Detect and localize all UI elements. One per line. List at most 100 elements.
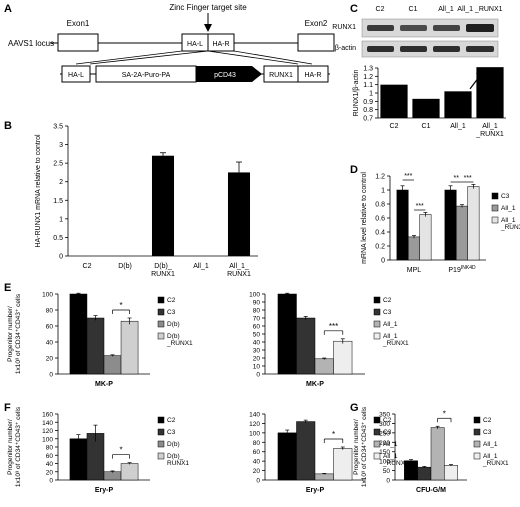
e-right-chart-y-tick-label: 70 [253, 316, 261, 323]
d-chart-sig-label: *** [416, 203, 424, 210]
blot-lane-c2: C2 [376, 6, 385, 13]
f-right-chart-legend-label: C2 [383, 417, 392, 424]
panel-label-g: G [350, 402, 359, 414]
e-left-chart-legend-swatch [157, 332, 165, 340]
e-right-chart-legend-swatch [373, 296, 381, 304]
exon2-box [297, 33, 335, 52]
aavs1-locus-label: AAVS1 locus [8, 39, 54, 48]
c-chart-y-tick-label: 0.8 [363, 107, 373, 114]
d-chart-bar [419, 214, 432, 261]
d-chart-x-label: MPL [407, 267, 422, 274]
f-left-chart-y-tick-label: 80 [46, 445, 54, 452]
hom-line-1 [75, 50, 183, 65]
e-left-chart-legend-label: C3 [167, 309, 176, 316]
f-left-chart-y-tick-label: 160 [42, 412, 53, 419]
e-left-chart-bar [86, 317, 105, 375]
e-left-chart-bar [69, 293, 88, 375]
panel-c-blot: C C2 C1 All_1 All_1 _RUNX1 RUNX1 β-actin [332, 3, 503, 58]
e-left-chart-y-tick-label: 100 [42, 292, 53, 299]
e-left-chart-legend-label: D(b) [167, 333, 180, 340]
g-chart-legend-swatch [473, 428, 481, 436]
f-right-chart-legend-label: All_1 [383, 441, 398, 448]
e-left-chart-legend-label: C2 [167, 297, 176, 304]
blot-runx1-strip [361, 18, 499, 38]
f-left-chart-y-label-line2: 1x10³ of CD34⁺CD43⁺ cells [15, 406, 22, 487]
f-left-chart-legend-label: C2 [167, 417, 176, 424]
g-chart-y-tick-label: 250 [379, 430, 390, 437]
d-chart-y-tick-label: 0.8 [375, 202, 385, 209]
d-chart-bar [396, 189, 409, 261]
d-chart-legend-label: _RUNX1 [500, 224, 520, 231]
c-chart-y-tick-label: 1 [369, 91, 373, 98]
b-chart-x-label: D(b) [118, 263, 132, 270]
c-chart-y-tick-label: 0.9 [363, 99, 373, 106]
b-chart-y-label: HA-RUNX1 mRNA relative to control [35, 134, 42, 248]
har-box [207, 33, 235, 52]
d-chart-sig-label: *** [464, 175, 472, 182]
c-chart-y-tick-label: 1.3 [363, 66, 373, 73]
e-right-chart-y-tick-label: 30 [253, 348, 261, 355]
d-chart-y-tick-label: 1 [381, 188, 385, 195]
f-right-chart-legend-swatch [373, 452, 381, 460]
e-right-chart-y-tick-label: 50 [253, 332, 261, 339]
d-chart-legend-label: All_1 [501, 205, 516, 212]
hom-line-4 [233, 50, 313, 65]
g-chart-bar [444, 465, 458, 481]
f-right-chart-legend-swatch [373, 428, 381, 436]
e-left-chart-x-label: MK-P [95, 381, 113, 388]
g-chart-legend-label: All_1 [483, 453, 498, 460]
g-chart-legend-swatch [473, 416, 481, 424]
f-right-chart-sig-label: * [332, 430, 335, 439]
f-left-chart-y-tick-label: 0 [49, 478, 53, 485]
f-right-chart-x-label: Ery-P [306, 487, 325, 494]
zf-target-label: Zinc Finger target site [169, 3, 247, 12]
panel-label-b: B [4, 120, 12, 132]
d-chart-y-label: mRNA level relative to control [361, 172, 368, 264]
cassette-pcd43-label: pCD43 [214, 72, 236, 79]
blot-actin-band-2 [400, 46, 427, 52]
e-left-chart-y-tick-label: 40 [46, 340, 54, 347]
b-chart-x-label: RUNX1 [227, 271, 251, 278]
f-right-chart-legend-label: C3 [383, 429, 392, 436]
exon1-box [57, 33, 99, 52]
c-chart-bar [412, 98, 440, 118]
e-right-chart-legend-swatch [373, 308, 381, 316]
e-left-chart-legend-label: _RUNX1 [166, 340, 193, 347]
g-chart-legend-swatch [473, 452, 481, 460]
f-left-chart-legend-swatch [157, 452, 165, 460]
c-chart-bar [380, 84, 408, 118]
g-chart-legend-swatch [473, 440, 481, 448]
e-right-chart-legend-label: _RUNX1 [382, 340, 409, 347]
f-right-chart-bar [277, 432, 297, 481]
g-chart-bar [404, 460, 418, 481]
g-chart-legend-label: _RUNX1 [482, 460, 509, 467]
e-right-chart-y-tick-label: 100 [249, 292, 260, 299]
blot-lane-all1: All_1 [438, 6, 454, 13]
hom-line-2 [89, 50, 209, 65]
d-chart-y-tick-label: 0.2 [375, 244, 385, 251]
f-right-chart-bar [333, 448, 353, 481]
cassette-hal-label: HA-L [68, 72, 84, 79]
g-chart-x-label: CFU-G/M [416, 487, 446, 494]
f-right-chart-y-tick-label: 100 [249, 430, 260, 437]
g-chart-y-tick-label: 100 [379, 459, 390, 466]
g-chart-legend-label: C3 [483, 429, 492, 436]
exon2-label: Exon2 [305, 19, 328, 28]
panel-label-d: D [350, 164, 358, 176]
b-chart-x-label: C2 [83, 263, 92, 270]
d-chart-legend-swatch [491, 216, 499, 224]
e-right-chart-y-tick-label: 90 [253, 300, 261, 307]
e-right-chart-bar [296, 317, 316, 375]
g-chart-y-tick-label: 200 [379, 440, 390, 447]
har-label: HA-R [212, 41, 229, 48]
f-right-chart-y-tick-label: 40 [253, 459, 261, 466]
d-chart-y-tick-label: 0.6 [375, 216, 385, 223]
f-left-chart-bar [69, 438, 88, 481]
f-right-chart-bar [296, 421, 316, 481]
d-chart-bar [456, 205, 468, 261]
e-left-chart-legend-label: D(b) [167, 321, 180, 328]
d-chart-sig-label: ** [454, 175, 460, 182]
g-chart-sig-label: * [443, 409, 446, 418]
